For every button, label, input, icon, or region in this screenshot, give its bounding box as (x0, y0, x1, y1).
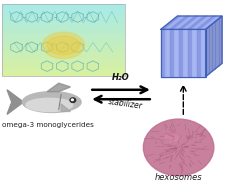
Ellipse shape (164, 134, 179, 142)
Bar (2, 67, 125, 68)
Bar (179, 29, 182, 77)
Bar (192, 29, 196, 77)
Bar (2, 36, 125, 38)
Bar (183, 29, 187, 77)
Bar (2, 50, 125, 52)
Polygon shape (183, 16, 203, 29)
Bar (188, 29, 191, 77)
Bar (2, 18, 125, 20)
Polygon shape (7, 90, 24, 114)
Bar (2, 4, 125, 6)
Bar (2, 20, 125, 22)
Polygon shape (61, 104, 70, 112)
Text: stabilizer: stabilizer (108, 97, 144, 111)
Bar (170, 29, 173, 77)
Polygon shape (174, 16, 194, 29)
Bar (2, 61, 125, 63)
Bar (2, 49, 125, 50)
Bar (2, 70, 125, 72)
Bar (197, 29, 200, 77)
Bar (2, 47, 125, 49)
Circle shape (143, 119, 214, 176)
Polygon shape (197, 16, 217, 29)
Bar (2, 60, 125, 61)
Bar (2, 54, 125, 56)
Polygon shape (161, 16, 222, 29)
Bar (2, 33, 125, 34)
Circle shape (70, 98, 76, 102)
Ellipse shape (47, 36, 80, 55)
Ellipse shape (42, 32, 85, 59)
Bar (161, 29, 164, 77)
Text: H₂O: H₂O (112, 73, 130, 82)
Bar (2, 13, 125, 15)
Bar (2, 38, 125, 40)
Polygon shape (201, 16, 221, 29)
Bar (174, 29, 178, 77)
Bar (2, 16, 125, 18)
Bar (2, 74, 125, 76)
Bar (2, 25, 125, 27)
Bar (2, 22, 125, 24)
Bar (2, 45, 125, 47)
Bar (2, 58, 125, 60)
Polygon shape (206, 16, 222, 77)
Bar (2, 4, 125, 76)
Bar (2, 65, 125, 67)
Bar (2, 34, 125, 36)
Bar (2, 43, 125, 45)
Bar (2, 7, 125, 9)
Bar (2, 31, 125, 33)
Text: omega-3 monoglycerides: omega-3 monoglycerides (2, 122, 94, 128)
Bar (2, 27, 125, 29)
Polygon shape (165, 16, 185, 29)
Bar (2, 9, 125, 11)
Polygon shape (47, 83, 70, 92)
Text: hexosomes: hexosomes (155, 174, 202, 183)
Bar (2, 6, 125, 7)
Ellipse shape (22, 92, 81, 112)
Bar (2, 23, 125, 25)
Bar (165, 29, 169, 77)
Ellipse shape (26, 98, 73, 112)
Bar (201, 29, 205, 77)
Polygon shape (161, 16, 181, 29)
Bar (161, 29, 206, 77)
Circle shape (71, 99, 73, 101)
Bar (2, 15, 125, 16)
Bar (2, 56, 125, 58)
Bar (2, 40, 125, 42)
Polygon shape (188, 16, 208, 29)
Bar (2, 29, 125, 31)
Bar (2, 72, 125, 74)
Bar (2, 11, 125, 13)
Polygon shape (170, 16, 190, 29)
Bar (2, 63, 125, 65)
Polygon shape (179, 16, 199, 29)
Bar (2, 68, 125, 70)
Polygon shape (192, 16, 212, 29)
Bar (2, 42, 125, 43)
Bar (2, 52, 125, 54)
